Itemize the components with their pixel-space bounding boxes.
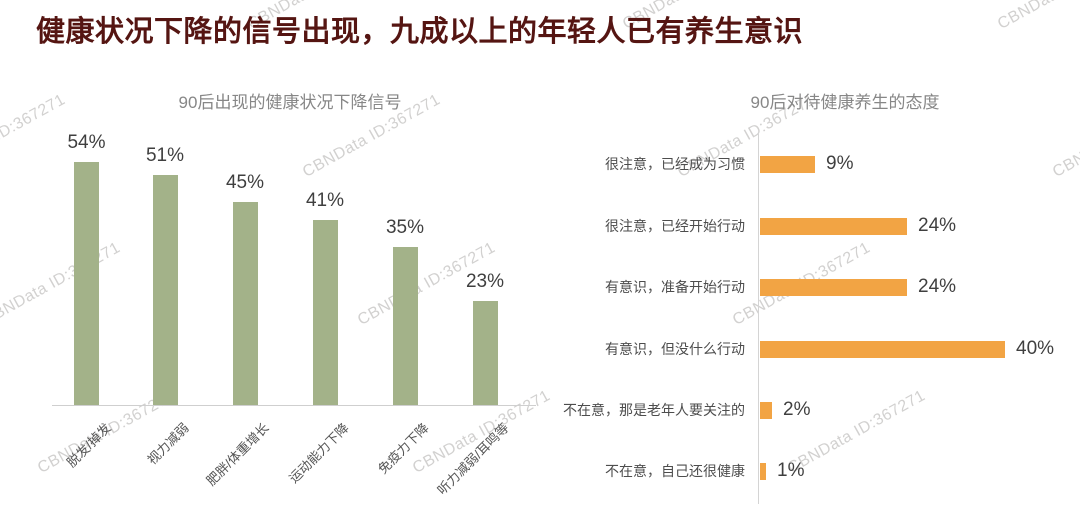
right-chart-bar: [760, 401, 772, 419]
right-chart-title: 90后对待健康养生的态度: [750, 93, 940, 112]
left-chart-bar: [312, 220, 338, 405]
left-chart-category-labels: 脱发/掉发 视力减弱 肥胖/体重增长 运动能力下降 免疫力下降 听力减弱/耳鸣等: [40, 414, 540, 514]
left-bar-chart: 54% 51% 45% 41% 35% 23%: [40, 130, 540, 406]
right-chart-bar: [760, 462, 766, 480]
left-chart-value-label: 45%: [225, 172, 265, 193]
right-chart-y-axis-line: [758, 132, 759, 504]
left-chart-category-label: 运动能力下降: [285, 420, 352, 486]
right-chart-category-label: 很注意，已经成为习惯: [605, 156, 745, 172]
right-chart-category-label: 很注意，已经开始行动: [605, 218, 745, 234]
right-chart-bar: [760, 155, 815, 173]
left-chart-bar: [472, 301, 498, 405]
right-chart-category-label: 有意识，但没什么行动: [605, 341, 745, 357]
right-chart-category-label: 不在意，自己还很健康: [605, 463, 745, 479]
left-chart-category-label: 视力减弱: [144, 420, 192, 468]
left-chart-value-label: 35%: [385, 217, 425, 238]
right-chart-value-label: 24%: [918, 215, 957, 236]
right-chart-category-label: 不在意，那是老年人要关注的: [563, 402, 745, 418]
left-chart-value-label: 41%: [305, 190, 345, 211]
right-bar-chart: 很注意，已经成为习惯 9% 很注意，已经开始行动 24% 有意识，准备开始行动 24% 有意…: [500, 130, 1080, 506]
right-chart-bar: [760, 217, 907, 235]
left-chart-value-label: 23%: [465, 271, 505, 292]
left-chart-title: 90后出现的健康状况下降信号: [178, 93, 402, 112]
left-chart-bar: [152, 175, 178, 405]
left-chart-category-label: 免疫力下降: [375, 420, 432, 477]
right-chart-category-label: 有意识，准备开始行动: [605, 279, 745, 295]
right-chart-value-label: 24%: [918, 276, 957, 297]
right-chart-value-label: 9%: [826, 153, 854, 174]
right-chart-value-label: 2%: [783, 399, 811, 420]
watermark-text: CBNData ID:367271: [995, 0, 1080, 34]
right-chart-value-label: 1%: [777, 460, 805, 481]
right-chart-bar: [760, 278, 907, 296]
left-chart-x-axis-line: [52, 405, 536, 406]
left-chart-bar: [74, 162, 99, 405]
left-chart-bar: [392, 247, 418, 405]
left-chart-value-label: 51%: [145, 145, 185, 166]
left-chart-category-label: 肥胖/体重增长: [203, 420, 272, 489]
left-chart-category-label: 脱发/掉发: [63, 420, 114, 471]
right-chart-value-label: 40%: [1016, 338, 1055, 359]
watermark-text: CBNData ID:367271: [0, 0, 14, 34]
right-chart-bar: [760, 340, 1005, 358]
left-chart-value-label: 54%: [67, 132, 106, 153]
page-title: 健康状况下降的信号出现，九成以上的年轻人已有养生意识: [36, 16, 804, 48]
left-chart-bar: [232, 202, 258, 405]
